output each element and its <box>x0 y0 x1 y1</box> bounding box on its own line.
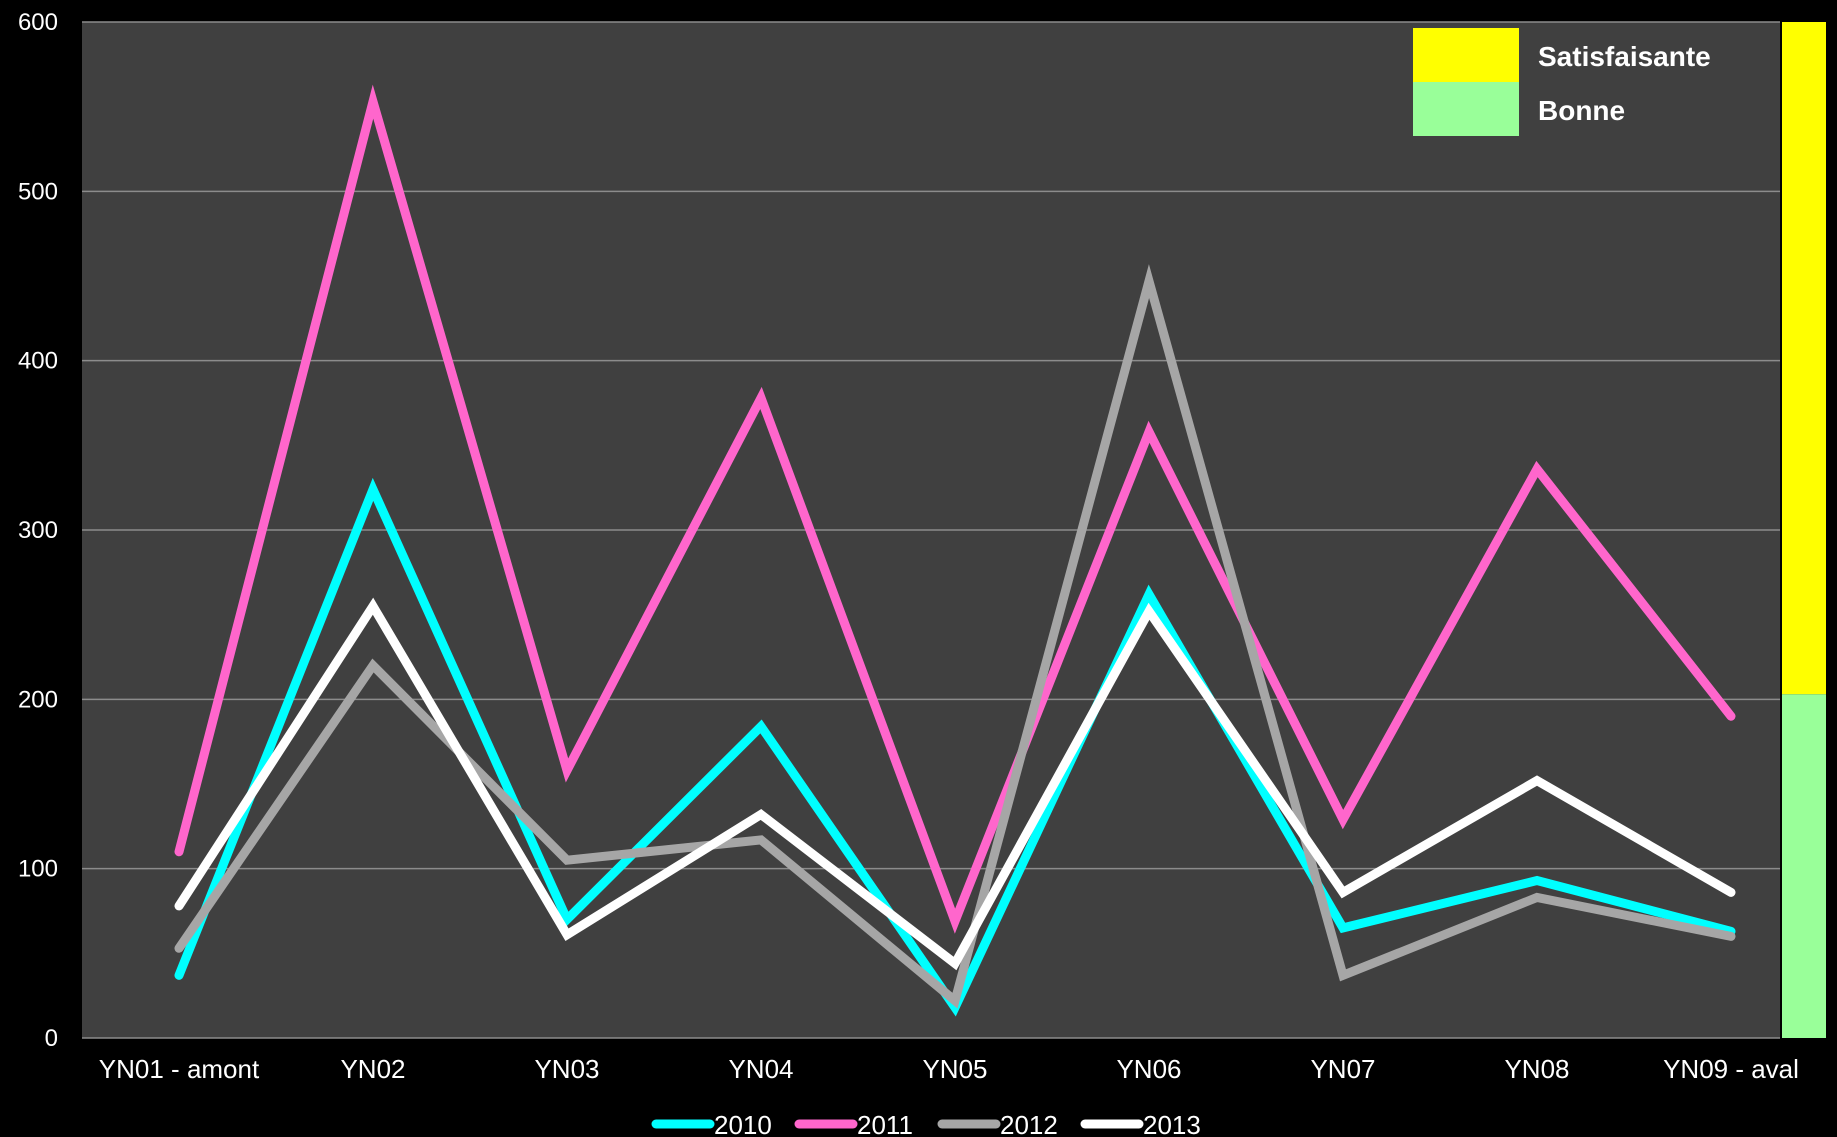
legend-label-2012: 2012 <box>1000 1110 1058 1137</box>
x-tick-label: YN05 <box>922 1054 987 1084</box>
data-point-2013 <box>1340 889 1346 896</box>
data-point-2012 <box>370 662 376 669</box>
data-point-2013 <box>1728 889 1734 896</box>
data-point-2010 <box>564 916 570 923</box>
data-point-2012 <box>1146 278 1152 285</box>
quality-class-swatch <box>1413 82 1519 136</box>
series-lines <box>174 84 1736 1017</box>
x-tick-label: YN07 <box>1310 1054 1375 1084</box>
y-tick-label: 300 <box>18 517 58 544</box>
legend-label-2010: 2010 <box>714 1110 772 1137</box>
x-tick-label: YN09 - aval <box>1663 1054 1799 1084</box>
data-point-2010 <box>370 486 376 493</box>
legend-label-2011: 2011 <box>857 1110 913 1137</box>
x-axis-ticks: YN01 - amont YN02 YN03 YN04 YN05 YN06 YN07 YN08… <box>99 1054 1799 1084</box>
y-tick-label: 600 <box>18 9 58 36</box>
quality-class-legend: Satisfaisante Bonne <box>1413 28 1711 136</box>
y-tick-label: 400 <box>18 348 58 375</box>
data-point-2013 <box>176 902 182 909</box>
data-point-2013 <box>370 603 376 610</box>
data-point-2010 <box>1340 924 1346 931</box>
data-point-2011 <box>952 918 958 925</box>
quality-class-band <box>1782 694 1826 1038</box>
data-point-2012 <box>176 945 182 952</box>
x-tick-label: YN06 <box>1116 1054 1181 1084</box>
data-point-2012 <box>1340 972 1346 979</box>
data-point-2010 <box>758 723 764 730</box>
y-tick-label: 500 <box>18 178 58 205</box>
data-point-2011 <box>1534 466 1540 473</box>
quality-class-label: Satisfaisante <box>1538 41 1711 72</box>
quality-class-swatch <box>1413 28 1519 82</box>
y-axis-ticks: 0 100 200 300 400 500 600 <box>18 9 58 1052</box>
y-tick-label: 200 <box>18 686 58 713</box>
data-point-2012 <box>564 857 570 864</box>
x-tick-label: YN02 <box>340 1054 405 1084</box>
data-point-2012 <box>758 836 764 843</box>
data-point-2010 <box>1534 877 1540 884</box>
quality-class-label: Bonne <box>1538 95 1625 126</box>
y-tick-label: 100 <box>18 856 58 883</box>
data-point-2011 <box>176 848 182 855</box>
data-point-2011 <box>1146 428 1152 435</box>
data-point-2013 <box>1146 608 1152 615</box>
x-tick-label: YN03 <box>534 1054 599 1084</box>
x-tick-label: YN08 <box>1504 1054 1569 1084</box>
x-tick-label: YN04 <box>728 1054 793 1084</box>
data-point-2011 <box>370 98 376 105</box>
data-point-2011 <box>1728 713 1734 720</box>
quality-class-bar <box>1782 22 1826 1038</box>
data-point-2010 <box>1146 591 1152 598</box>
data-point-2012 <box>1534 894 1540 901</box>
x-tick-label: YN01 - amont <box>99 1054 260 1084</box>
data-point-2013 <box>1534 777 1540 784</box>
data-point-2011 <box>564 767 570 774</box>
data-point-2011 <box>758 394 764 401</box>
data-point-2013 <box>564 931 570 938</box>
y-tick-label: 0 <box>45 1025 58 1052</box>
data-point-2013 <box>758 811 764 818</box>
data-point-2011 <box>1340 816 1346 823</box>
series-legend: 2010 2011 2012 2013 <box>651 1110 1201 1137</box>
data-point-2012 <box>1728 933 1734 940</box>
legend-label-2013: 2013 <box>1143 1110 1201 1137</box>
data-point-2012 <box>952 997 958 1004</box>
data-point-2010 <box>176 972 182 979</box>
data-point-2013 <box>952 960 958 967</box>
quality-class-band <box>1782 22 1826 695</box>
